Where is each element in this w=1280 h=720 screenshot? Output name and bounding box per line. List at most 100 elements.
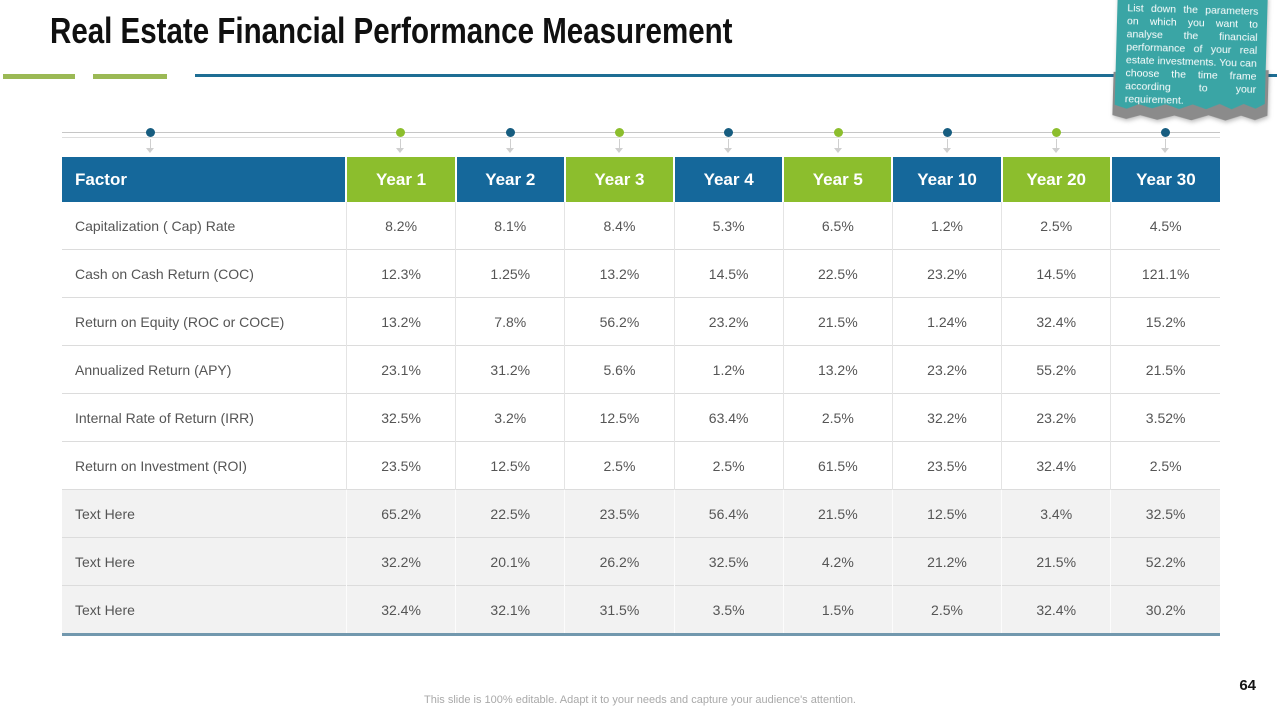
page-title: Real Estate Financial Performance Measur… xyxy=(50,10,733,51)
value-cell: 23.2% xyxy=(673,297,784,346)
value-cell: 3.4% xyxy=(1001,489,1111,538)
timeline-dot xyxy=(1160,128,1170,137)
factor-cell: Annualized Return (APY) xyxy=(62,345,347,394)
value-cell: 1.25% xyxy=(455,249,565,298)
factor-cell: Capitalization ( Cap) Rate xyxy=(62,202,347,250)
value-cell: 23.5% xyxy=(564,489,675,538)
value-cell: 2.5% xyxy=(891,585,1002,636)
value-cell: 23.2% xyxy=(891,249,1002,298)
value-cell: 1.2% xyxy=(891,202,1002,250)
value-cell: 13.2% xyxy=(345,297,456,346)
table-row: Cash on Cash Return (COC) 12.3% 1.25% 13… xyxy=(62,249,1220,298)
value-cell: 20.1% xyxy=(455,537,565,586)
value-cell: 15.2% xyxy=(1110,297,1220,346)
down-arrow-icon xyxy=(506,148,514,153)
timeline-marker-factor xyxy=(144,124,156,153)
value-cell: 2.5% xyxy=(1001,202,1111,250)
timeline-marker-year4 xyxy=(722,124,734,153)
value-cell: 1.24% xyxy=(891,297,1002,346)
value-cell: 12.5% xyxy=(891,489,1002,538)
down-arrow-icon xyxy=(509,139,511,148)
value-cell: 21.5% xyxy=(1110,345,1220,394)
value-cell: 65.2% xyxy=(345,489,456,538)
timeline-marker-year20 xyxy=(1050,124,1062,153)
table-header-row: Factor Year 1 Year 2 Year 3 Year 4 Year … xyxy=(62,157,1220,202)
value-cell: 52.2% xyxy=(1110,537,1220,586)
table-row: Text Here 32.4% 32.1% 31.5% 3.5% 1.5% 2.… xyxy=(62,585,1220,636)
value-cell: 4.5% xyxy=(1110,202,1220,250)
value-cell: 32.2% xyxy=(891,393,1002,442)
timeline-marker-year1 xyxy=(394,124,406,153)
value-cell: 3.2% xyxy=(455,393,565,442)
timeline-dot xyxy=(145,128,155,137)
column-header-year20: Year 20 xyxy=(1000,157,1111,202)
column-header-year1: Year 1 xyxy=(345,157,456,202)
timeline xyxy=(62,124,1220,160)
table-row: Return on Investment (ROI) 23.5% 12.5% 2… xyxy=(62,441,1220,490)
down-arrow-icon xyxy=(1055,139,1057,148)
table-row: Capitalization ( Cap) Rate 8.2% 8.1% 8.4… xyxy=(62,202,1220,250)
sticky-note-text: List down the parameters on which you wa… xyxy=(1124,2,1259,107)
timeline-dot xyxy=(723,128,733,137)
sticky-note: List down the parameters on which you wa… xyxy=(1114,0,1268,124)
down-arrow-icon xyxy=(727,139,729,148)
table-row: Annualized Return (APY) 23.1% 31.2% 5.6%… xyxy=(62,345,1220,394)
value-cell: 8.4% xyxy=(564,202,675,250)
timeline-marker-year3 xyxy=(613,124,625,153)
value-cell: 32.4% xyxy=(1001,585,1111,636)
down-arrow-icon xyxy=(724,148,732,153)
value-cell: 121.1% xyxy=(1110,249,1220,298)
value-cell: 61.5% xyxy=(782,441,893,490)
table-row: Text Here 32.2% 20.1% 26.2% 32.5% 4.2% 2… xyxy=(62,537,1220,586)
timeline-dot xyxy=(1051,128,1061,137)
down-arrow-icon xyxy=(1164,139,1166,148)
value-cell: 23.5% xyxy=(345,441,456,490)
down-arrow-icon xyxy=(834,148,842,153)
value-cell: 32.5% xyxy=(673,537,784,586)
down-arrow-icon xyxy=(396,148,404,153)
factor-cell: Text Here xyxy=(62,537,347,586)
value-cell: 23.1% xyxy=(345,345,456,394)
value-cell: 1.2% xyxy=(673,345,784,394)
factor-cell: Text Here xyxy=(62,489,347,538)
title-underline-rule xyxy=(195,74,1277,77)
down-arrow-icon xyxy=(946,139,948,148)
value-cell: 8.2% xyxy=(345,202,456,250)
down-arrow-icon xyxy=(837,139,839,148)
value-cell: 8.1% xyxy=(455,202,565,250)
value-cell: 12.5% xyxy=(564,393,675,442)
value-cell: 3.52% xyxy=(1110,393,1220,442)
value-cell: 2.5% xyxy=(564,441,675,490)
value-cell: 2.5% xyxy=(673,441,784,490)
timeline-track-line xyxy=(62,137,1220,138)
footer-note: This slide is 100% editable. Adapt it to… xyxy=(424,694,856,706)
page-number: 64 xyxy=(1239,677,1256,694)
value-cell: 56.4% xyxy=(673,489,784,538)
value-cell: 32.5% xyxy=(1110,489,1220,538)
factor-cell: Text Here xyxy=(62,585,347,636)
value-cell: 21.2% xyxy=(891,537,1002,586)
table-row: Text Here 65.2% 22.5% 23.5% 56.4% 21.5% … xyxy=(62,489,1220,538)
value-cell: 32.1% xyxy=(455,585,565,636)
value-cell: 5.6% xyxy=(564,345,675,394)
down-arrow-icon xyxy=(399,139,401,148)
value-cell: 21.5% xyxy=(782,297,893,346)
down-arrow-icon xyxy=(1161,148,1169,153)
title-underline-segment xyxy=(3,74,75,79)
value-cell: 26.2% xyxy=(564,537,675,586)
value-cell: 12.5% xyxy=(455,441,565,490)
value-cell: 2.5% xyxy=(782,393,893,442)
table-row: Return on Equity (ROC or COCE) 13.2% 7.8… xyxy=(62,297,1220,346)
sticky-note-paper: List down the parameters on which you wa… xyxy=(1114,0,1267,120)
column-header-year3: Year 3 xyxy=(563,157,675,202)
down-arrow-icon xyxy=(149,139,151,148)
value-cell: 21.5% xyxy=(782,489,893,538)
value-cell: 63.4% xyxy=(673,393,784,442)
down-arrow-icon xyxy=(146,148,154,153)
value-cell: 56.2% xyxy=(564,297,675,346)
value-cell: 32.5% xyxy=(345,393,456,442)
down-arrow-icon xyxy=(618,139,620,148)
value-cell: 22.5% xyxy=(782,249,893,298)
down-arrow-icon xyxy=(1052,148,1060,153)
